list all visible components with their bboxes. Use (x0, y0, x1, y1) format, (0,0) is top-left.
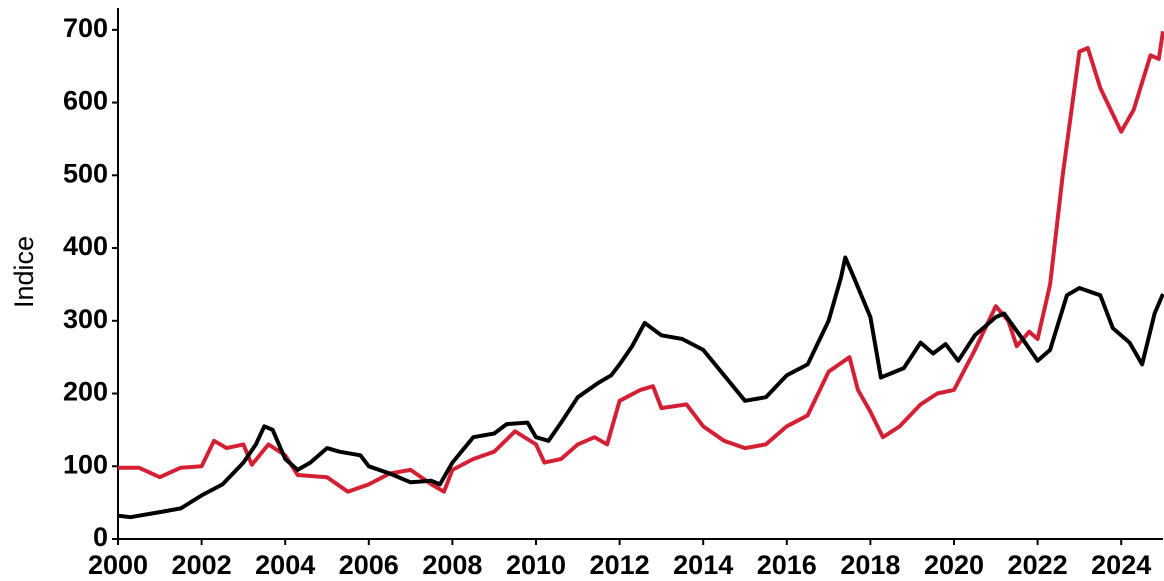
x-tick-label: 2000 (88, 550, 148, 580)
y-tick-label: 600 (63, 86, 108, 116)
y-tick-label: 500 (63, 158, 108, 188)
y-tick-label: 100 (63, 449, 108, 479)
x-tick-label: 2002 (172, 550, 232, 580)
y-tick-label: 200 (63, 377, 108, 407)
x-tick-label: 2018 (840, 550, 900, 580)
y-tick-label: 300 (63, 304, 108, 334)
x-tick-label: 2022 (1008, 550, 1068, 580)
x-tick-label: 2006 (339, 550, 399, 580)
x-tick-label: 2020 (924, 550, 984, 580)
x-tick-label: 2008 (422, 550, 482, 580)
line (117, 255, 1164, 520)
y-tick-label: 0 (93, 522, 108, 552)
y-tick-label: 700 (63, 13, 108, 43)
x-tick-label: 2010 (506, 550, 566, 580)
y-axis-label: Indice (9, 236, 39, 308)
x-tick-label: 2016 (757, 550, 817, 580)
x-tick-label: 2024 (1091, 550, 1151, 580)
x-tick-label: 2014 (673, 550, 733, 580)
x-tick-label: 2012 (590, 550, 650, 580)
line (118, 30, 1164, 494)
y-tick-label: 400 (63, 231, 108, 261)
x-tick-label: 2004 (255, 550, 315, 580)
